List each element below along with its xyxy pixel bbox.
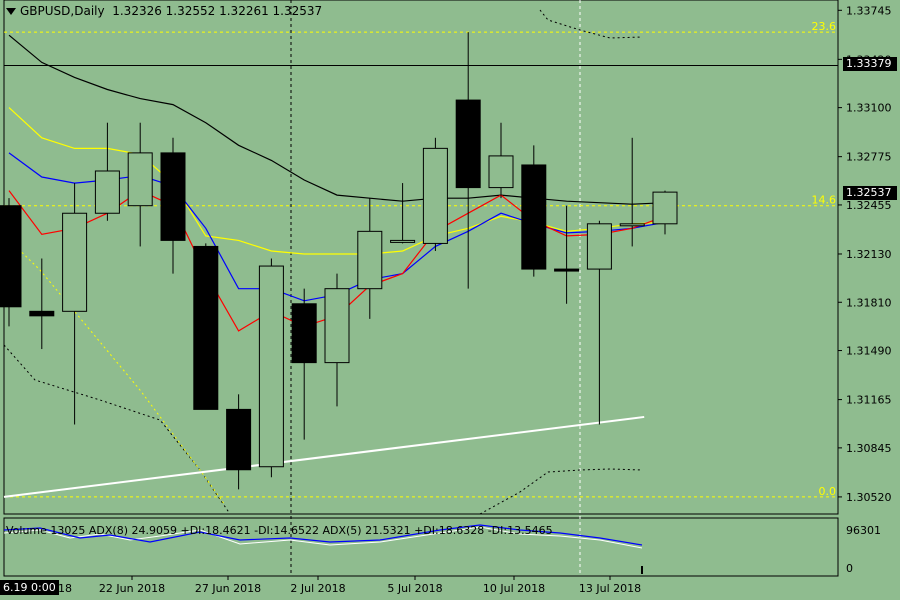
candle[interactable] — [357, 198, 383, 319]
dropdown-triangle-icon[interactable] — [6, 8, 16, 15]
adx-line — [3, 524, 643, 546]
cursor-time-label: 6.19 0:00 — [0, 580, 59, 595]
trendline[interactable] — [3, 415, 645, 498]
candle-body — [94, 170, 120, 214]
price-axis-label: 1.31490 — [846, 345, 892, 358]
candle-body — [390, 239, 416, 243]
price-axis-label: 1.31165 — [846, 394, 892, 407]
horizontal-line-price-label: 1.33379 — [843, 57, 897, 71]
indicator-label: Volume 13025 ADX(8) 24.9059 +DI:18.4621 … — [6, 524, 553, 537]
candle[interactable] — [29, 258, 55, 350]
price-axis-label: 1.32775 — [846, 151, 892, 164]
candle-body — [619, 223, 645, 227]
candle[interactable] — [652, 190, 678, 235]
candle-body — [127, 152, 153, 207]
candle[interactable] — [193, 243, 219, 410]
candle[interactable] — [586, 220, 612, 425]
ma-slow-line — [8, 107, 666, 255]
candle-body — [29, 310, 55, 317]
price-axis-label: 1.32455 — [846, 199, 892, 212]
candle-body — [291, 303, 317, 364]
candle[interactable] — [94, 122, 120, 221]
candle-body — [521, 164, 547, 270]
price-axis-label: 1.31810 — [846, 296, 892, 309]
candle[interactable] — [291, 288, 317, 440]
fib-level-label: 0.0 — [819, 485, 837, 498]
candle-body — [160, 152, 186, 241]
ma-long-line — [8, 34, 666, 205]
candle-body — [455, 99, 481, 189]
candle-body — [0, 205, 22, 308]
candle[interactable] — [127, 122, 153, 247]
candle-body — [554, 268, 580, 272]
candle-body — [422, 147, 448, 244]
volume-axis-max-label: 96301 — [846, 524, 881, 537]
candle-body — [488, 155, 514, 189]
candle[interactable] — [455, 32, 481, 289]
candle[interactable] — [619, 137, 645, 247]
price-axis-label: 1.30520 — [846, 491, 892, 504]
bid-price-label: 1.32537 — [843, 186, 897, 200]
chart-title: GBPUSD,Daily 1.32326 1.32552 1.32261 1.3… — [6, 4, 322, 18]
time-axis-label: 13 Jul 2018 — [579, 582, 641, 595]
time-axis-label: 2 Jul 2018 — [290, 582, 345, 595]
candle-body — [62, 212, 88, 312]
time-axis-label: 18 — [58, 582, 72, 595]
candle[interactable] — [226, 394, 252, 490]
candle[interactable] — [160, 137, 186, 274]
time-axis-label: 5 Jul 2018 — [387, 582, 442, 595]
candle[interactable] — [62, 183, 88, 425]
symbol-timeframe: GBPUSD,Daily — [20, 4, 105, 18]
candle[interactable] — [422, 137, 448, 251]
candle[interactable] — [554, 205, 580, 304]
candle-body — [193, 245, 219, 410]
fib-level-label: 14.6 — [812, 194, 837, 207]
adx-plus-di-line — [3, 526, 643, 549]
candle[interactable] — [0, 198, 22, 327]
ohlc-values: 1.32326 1.32552 1.32261 1.32537 — [112, 4, 323, 18]
lower-band-line — [479, 468, 643, 515]
fib-level-label: 23.6 — [812, 20, 837, 33]
candle-body — [324, 288, 350, 364]
candle[interactable] — [258, 258, 284, 478]
candle[interactable] — [521, 145, 547, 277]
indicator-plot-frame — [3, 517, 839, 577]
candle-body — [258, 265, 284, 468]
price-axis-label: 1.30845 — [846, 442, 892, 455]
candle[interactable] — [488, 122, 514, 199]
price-axis-label: 1.33745 — [846, 4, 892, 17]
time-axis-label: 22 Jun 2018 — [99, 582, 165, 595]
price-axis-label: 1.32130 — [846, 248, 892, 261]
candle-body — [357, 230, 383, 290]
candle[interactable] — [324, 273, 350, 407]
candle[interactable] — [390, 183, 416, 244]
price-axis-label: 1.33100 — [846, 102, 892, 115]
candle-body — [652, 191, 678, 225]
fib-fan-line — [3, 234, 226, 506]
candle-body — [586, 223, 612, 270]
candle-body — [226, 408, 252, 471]
upper-band-line — [539, 9, 643, 39]
time-axis-label: 27 Jun 2018 — [195, 582, 261, 595]
volume-axis-zero-label: 0 — [846, 562, 853, 575]
main-plot-frame — [3, 0, 839, 515]
time-axis-label: 10 Jul 2018 — [483, 582, 545, 595]
